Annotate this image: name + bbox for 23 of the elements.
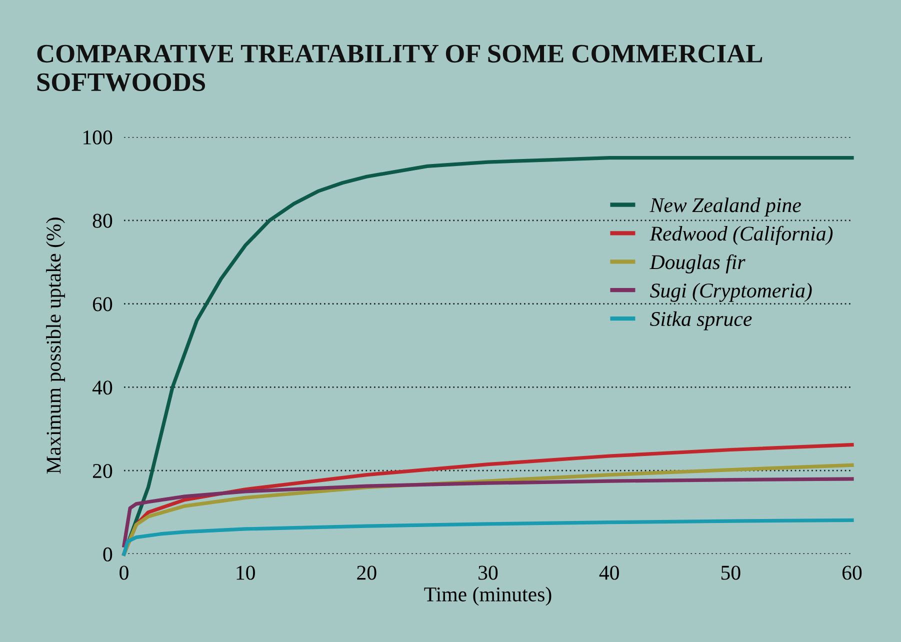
y-tick-label: 60 <box>92 297 112 312</box>
line-series <box>122 477 854 548</box>
x-tick-label: 0 <box>120 566 128 580</box>
y-tick-label: 80 <box>92 214 112 228</box>
x-tick-label: 10 <box>236 566 255 580</box>
y-tick-label: 40 <box>92 380 112 395</box>
line-series <box>122 518 854 556</box>
chart-title: COMPARATIVE TREATABILITY OF SOME COMMERCIAL SOFTWOODS <box>37 44 762 92</box>
y-tick-label: 0 <box>103 547 112 562</box>
legend-label: Sitka spruce <box>650 311 752 330</box>
y-tick-label: 20 <box>92 464 112 478</box>
legend-label: Sugi (Cryptomeria) <box>650 282 812 302</box>
y-axis-title: Maximum possible uptake (%) <box>46 218 65 474</box>
legend-label: Douglas fir <box>650 254 746 274</box>
x-tick-label: 50 <box>721 566 740 580</box>
legend-label: New Zealand pine <box>650 198 801 216</box>
x-tick-label: 30 <box>478 566 498 580</box>
x-tick-label: 20 <box>357 566 376 580</box>
x-tick-label: 60 <box>842 566 862 580</box>
y-tick-label: 100 <box>83 130 112 144</box>
x-tick-label: 40 <box>599 566 619 580</box>
legend-label: Redwood (California) <box>650 226 833 245</box>
x-axis-title: Time (minutes) <box>424 586 552 606</box>
